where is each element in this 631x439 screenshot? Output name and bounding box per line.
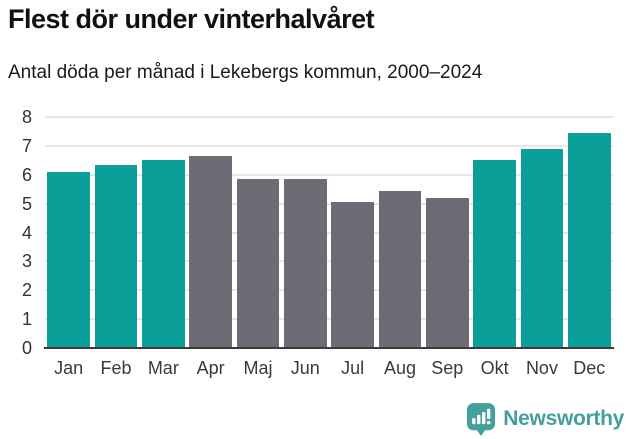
x-axis: Jan Feb Mar Apr Maj Jun Jul Aug Sep Okt Nov Dec xyxy=(45,358,613,379)
x-axis-tick-label: Sep xyxy=(431,358,464,378)
chart-subtitle: Antal döda per månad i Lekebergs kommun,… xyxy=(8,62,483,83)
bar-cell xyxy=(566,117,613,348)
x-axis-line xyxy=(44,347,614,349)
y-axis-tick-label: 4 xyxy=(21,222,32,243)
bar-apr xyxy=(189,155,232,348)
x-axis-tick-label: Maj xyxy=(243,358,273,378)
x-axis-tick-label: Okt xyxy=(480,358,509,378)
x-axis-tick-label: Aug xyxy=(383,358,416,378)
gridline xyxy=(45,231,613,234)
x-axis-tick-label: Feb xyxy=(100,358,132,378)
gridline xyxy=(45,173,613,176)
y-axis-tick-label: 2 xyxy=(21,280,32,301)
x-axis-tick-label: Jan xyxy=(54,358,84,378)
bar-cell xyxy=(187,117,234,348)
bar-mar xyxy=(142,160,185,348)
bar-jan xyxy=(47,171,90,348)
y-axis-tick-label: 7 xyxy=(21,135,32,156)
bar-okt xyxy=(473,160,516,348)
bar-feb xyxy=(94,164,138,348)
gridline xyxy=(45,318,613,321)
bar-cell xyxy=(376,117,423,348)
newsworthy-logo-text: Newsworthy xyxy=(503,407,624,430)
plot-area xyxy=(45,116,613,348)
bar-cell xyxy=(140,117,187,348)
bar-aug xyxy=(378,190,422,348)
bar-cell xyxy=(329,117,376,348)
y-axis-tick-label: 1 xyxy=(21,309,32,330)
bar-cell xyxy=(282,117,329,348)
bar-sep xyxy=(425,197,469,348)
x-axis-tick-label: Nov xyxy=(525,358,558,378)
bar-cell xyxy=(471,117,518,348)
x-axis-tick-label: Dec xyxy=(573,358,606,378)
newsworthy-logo: Newsworthy xyxy=(466,402,624,436)
bar-jun xyxy=(284,179,327,348)
x-axis-tick-label: Jun xyxy=(290,358,320,378)
bar-jul xyxy=(331,202,374,348)
bar-cell xyxy=(424,117,471,348)
x-axis-tick-label: Mar xyxy=(147,358,179,378)
y-axis-tick-label: 6 xyxy=(21,164,32,185)
bar-cell xyxy=(45,117,92,348)
gridline xyxy=(45,144,613,147)
gridline xyxy=(45,260,613,263)
bar-dec xyxy=(567,132,611,348)
y-axis: 0 1 2 3 4 5 6 7 8 xyxy=(0,108,38,357)
chart-title: Flest dör under vinterhalvåret xyxy=(8,4,375,34)
bars xyxy=(45,117,613,348)
y-axis-tick-label: 3 xyxy=(21,251,32,272)
bar-maj xyxy=(236,179,280,348)
x-axis-tick-label: Jul xyxy=(341,358,365,378)
y-axis-tick-label: 0 xyxy=(21,338,32,358)
y-axis-tick-label: 8 xyxy=(21,107,32,127)
gridline xyxy=(45,202,613,205)
bar-cell xyxy=(518,117,565,348)
gridline xyxy=(45,116,613,118)
gridline xyxy=(45,289,613,292)
y-axis-tick-label: 5 xyxy=(21,193,32,214)
x-axis-tick-label: Apr xyxy=(196,358,225,378)
bar-nov xyxy=(520,148,564,348)
newsworthy-bar-chart-icon xyxy=(467,403,496,436)
bar-cell xyxy=(234,117,281,348)
bar-cell xyxy=(92,117,139,348)
